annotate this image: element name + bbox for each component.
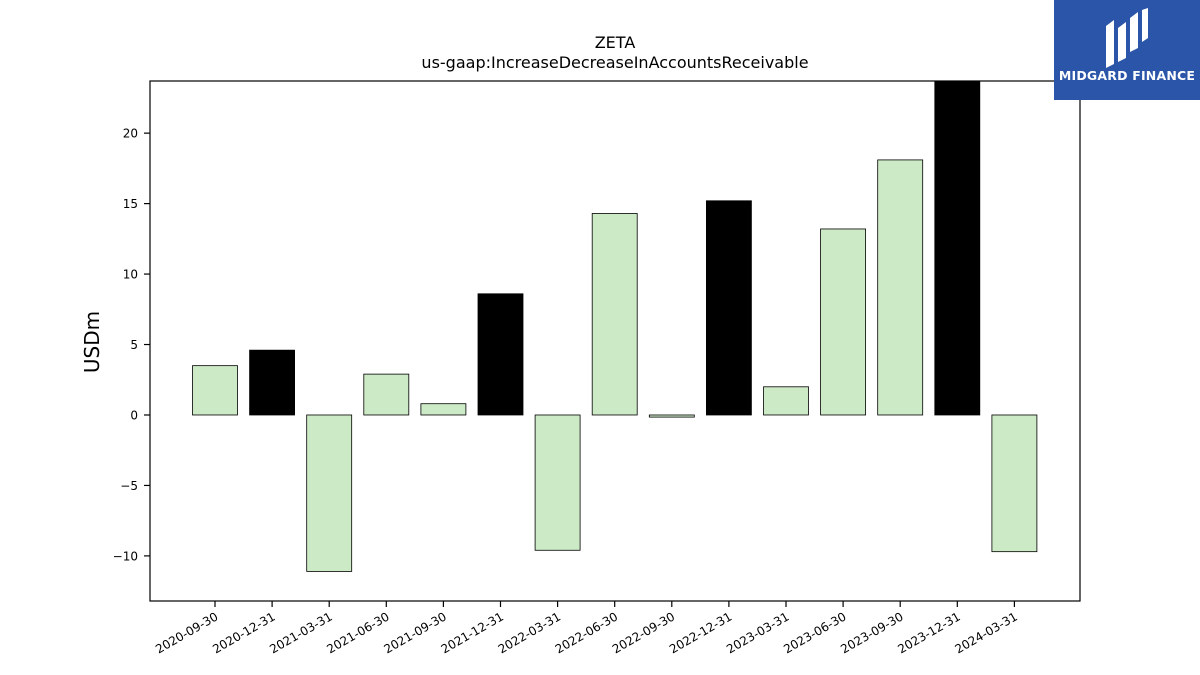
bar-2022-06-30 [591,213,638,416]
x-tick-label: 2022-06-30 [553,609,620,656]
y-tick-label: 0 [130,408,138,422]
chart-subtitle: us-gaap:IncreaseDecreaseInAccountsReceiv… [421,53,808,72]
x-tick-label: 2023-06-30 [781,609,848,656]
y-tick-label: −10 [113,549,138,563]
bar-2023-12-31 [934,80,981,416]
x-tick-label: 2023-12-31 [895,609,962,656]
bar-2023-06-30 [820,228,866,416]
y-tick-label: −5 [120,479,138,493]
bar-2022-12-31 [706,200,752,416]
x-tick-label: 2020-09-30 [153,609,220,656]
bar-2022-09-30 [648,414,695,418]
x-tick-label: 2022-12-31 [667,609,734,656]
logo-text: MIDGARD FINANCE [1058,68,1196,83]
bar-2020-09-30 [192,365,238,416]
bar-2024-03-31 [991,414,1038,553]
x-tick-label: 2021-12-31 [439,609,506,656]
x-tick-label: 2021-03-31 [267,609,334,656]
x-tick-label: 2021-09-30 [381,609,448,656]
bar-2022-03-31 [534,414,581,551]
x-tick-label: 2022-03-31 [496,609,563,656]
x-tick-label: 2024-03-31 [952,609,1019,656]
y-axis-label: USDm [80,311,104,373]
bar-2023-03-31 [763,386,809,416]
chart-title: ZETA [595,33,636,52]
x-tick-label: 2023-09-30 [838,609,905,656]
bar-2021-12-31 [477,293,524,416]
x-tick-label: 2020-12-31 [210,609,277,656]
bar-2021-03-31 [306,414,353,572]
bar-2021-09-30 [420,403,467,416]
bar-2023-09-30 [877,159,924,416]
midgard-finance-logo: MIDGARD FINANCE [1054,0,1200,100]
x-tick-label: 2022-09-30 [610,609,677,656]
x-tick-label: 2021-06-30 [324,609,391,656]
bar-2021-06-30 [363,373,410,416]
logo-mark-icon [1106,8,1148,68]
y-tick-label: 10 [123,268,138,282]
x-tick-label: 2023-03-31 [724,609,791,656]
y-tick-label: 5 [130,338,138,352]
y-tick-label: 15 [123,197,138,211]
y-tick-label: 20 [123,127,138,141]
bar-2020-12-31 [249,349,296,416]
